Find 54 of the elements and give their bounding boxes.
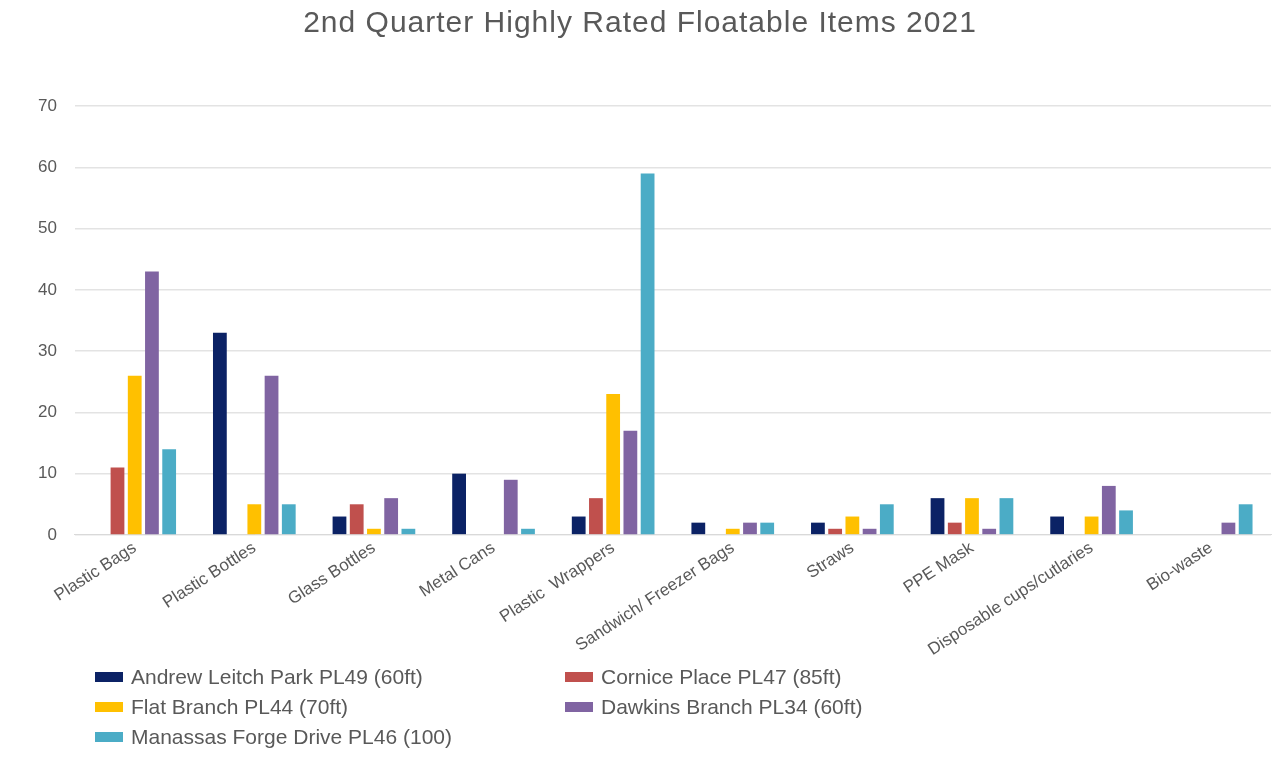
bar (332, 516, 347, 535)
bar (930, 498, 945, 535)
legend-label: Manassas Forge Drive PL46 (100) (131, 725, 452, 749)
y-tick-label: 70 (37, 95, 57, 115)
bar (1119, 510, 1133, 535)
bar (1084, 516, 1099, 535)
bar (879, 504, 894, 535)
bar (162, 449, 177, 535)
bar (623, 430, 638, 535)
bar (367, 528, 381, 535)
bar (691, 522, 706, 535)
bar (110, 467, 125, 535)
bar (521, 528, 535, 535)
bar (264, 375, 279, 535)
y-tick-label: 20 (37, 402, 57, 422)
bar (145, 271, 159, 535)
y-tick-label: 60 (37, 157, 57, 177)
bar (999, 498, 1014, 535)
legend-label: Dawkins Branch PL34 (60ft) (601, 695, 863, 719)
bar (606, 394, 621, 535)
bar (1221, 522, 1236, 535)
bar (760, 522, 775, 535)
bar (845, 516, 860, 535)
bar (503, 479, 518, 535)
bar (965, 498, 979, 535)
bar (349, 504, 364, 535)
bar (743, 522, 757, 535)
y-tick-label: 40 (37, 279, 57, 299)
bar (947, 522, 962, 535)
bar (589, 498, 603, 535)
bar (212, 332, 227, 535)
bar (828, 528, 843, 535)
legend-label: Flat Branch PL44 (70ft) (131, 695, 349, 719)
y-tick-label: 10 (37, 463, 57, 483)
y-tick-label: 30 (37, 340, 57, 360)
bar (452, 473, 466, 535)
y-tick-label: 50 (37, 218, 57, 238)
legend-label: Cornice Place PL47 (85ft) (601, 665, 842, 689)
bar (640, 173, 655, 535)
bar (982, 528, 997, 535)
bar (571, 516, 586, 535)
bar (1050, 516, 1065, 535)
bar (1101, 485, 1116, 535)
chart-title: 2nd Quarter Highly Rated Floatable Items 2021 (302, 4, 978, 40)
bar (127, 375, 142, 535)
bar (811, 522, 825, 535)
bar (401, 528, 416, 535)
bar (281, 504, 296, 535)
y-tick-label: 0 (47, 524, 57, 544)
bar (725, 528, 740, 535)
legend-label: Andrew Leitch Park PL49 (60ft) (131, 665, 423, 689)
bar (1238, 504, 1253, 535)
bar (384, 498, 399, 535)
bar (247, 504, 262, 535)
